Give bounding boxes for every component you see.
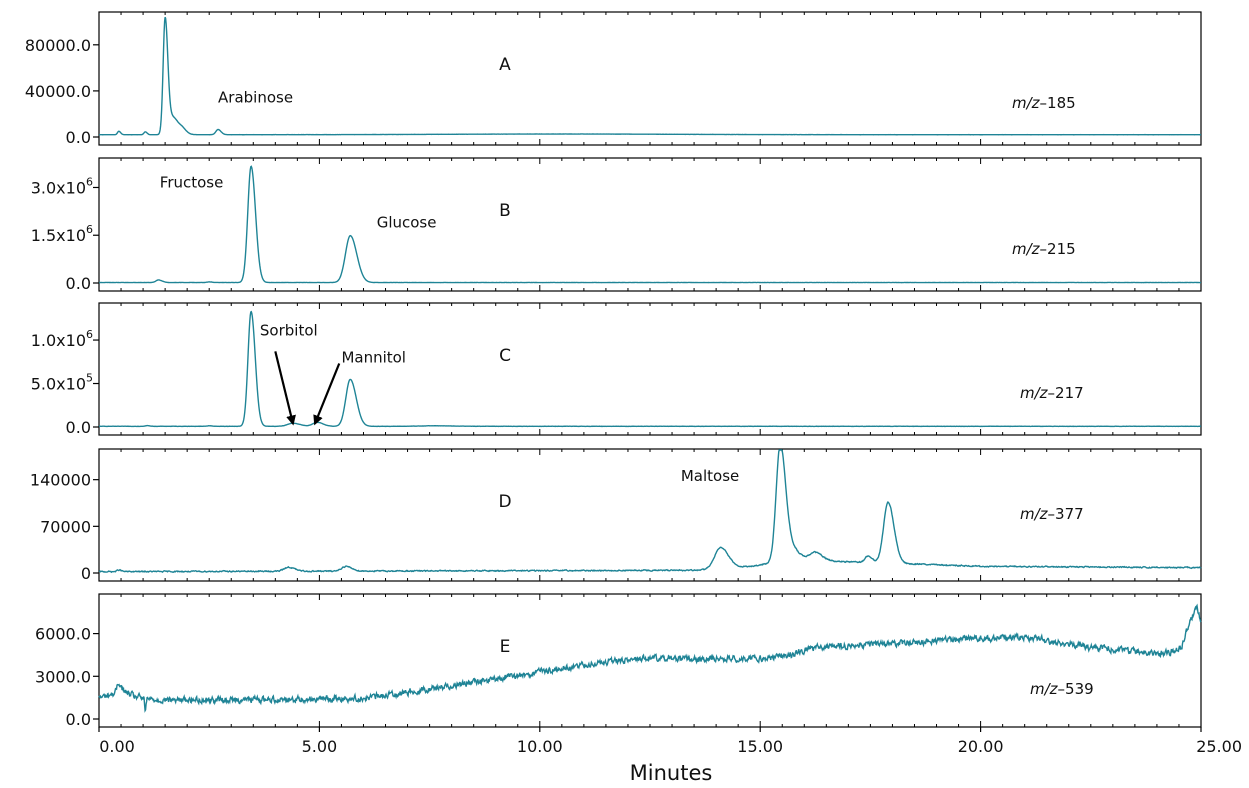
peak-label-mannitol: Mannitol <box>341 349 406 367</box>
y-tick-label: 0.0 <box>66 274 91 293</box>
mz-label: m/z–377 <box>1020 505 1084 523</box>
trace-line <box>98 449 1202 574</box>
y-tick-label: 0.0 <box>66 418 91 437</box>
x-axis: 0.00 5.00 10.00 15.00 20.00 25.00 <box>98 727 1242 756</box>
peak-label-sorbitol: Sorbitol <box>260 322 318 340</box>
chart-panels: 0.0 40000.0 80000.0 Am/z–185 Arabinose 0.0 1.5… <box>25 11 1202 729</box>
panel-letter: A <box>499 55 511 75</box>
panel-e: 0.0 3000.0 6000.0 Em/z–539 <box>35 593 1202 729</box>
mz-label: m/z–185 <box>1012 94 1076 112</box>
y-tick-label: 0.0 <box>66 128 91 147</box>
y-tick-label: 140000 <box>30 471 91 490</box>
y-tick-label: 0 <box>81 564 91 583</box>
x-tick-label: 10.00 <box>517 737 563 756</box>
peak-label-arabinose: Arabinose <box>218 88 293 106</box>
x-tick-label: 5.00 <box>302 737 338 756</box>
panel-frame <box>98 157 1202 292</box>
peak-label-maltose: Maltose <box>681 467 739 485</box>
x-tick-label: 0.00 <box>99 737 135 756</box>
y-tick-label: 70000 <box>40 517 91 536</box>
arrow <box>274 351 296 426</box>
panel-a: 0.0 40000.0 80000.0 Am/z–185 Arabinose <box>25 11 1202 147</box>
x-axis-label: Minutes <box>630 761 713 785</box>
trace-line <box>98 603 1202 713</box>
panel-letter: B <box>499 201 511 221</box>
y-tick-label: 6000.0 <box>35 625 91 644</box>
y-tick-label: 0.0 <box>66 710 91 729</box>
peak-label-glucose: Glucose <box>377 213 437 231</box>
panel-d: 0 70000 140000 Dm/z–377 Maltose <box>30 448 1202 583</box>
panel-frame <box>98 11 1202 146</box>
y-tick-label: 40000.0 <box>25 82 91 101</box>
panel-letter: D <box>498 492 511 512</box>
trace-line <box>98 16 1202 136</box>
panel-frame <box>98 593 1202 728</box>
x-tick-label: 15.00 <box>737 737 783 756</box>
arrow <box>313 363 341 426</box>
y-tick-label: 3.0x106 <box>31 175 93 197</box>
mz-label: m/z–539 <box>1030 680 1094 698</box>
trace-line <box>98 165 1202 284</box>
x-tick-label: 25.00 <box>1196 737 1242 756</box>
y-tick-label: 1.0x106 <box>31 328 93 350</box>
mz-label: m/z–217 <box>1020 384 1084 402</box>
y-tick-label: 80000.0 <box>25 36 91 55</box>
y-tick-label: 1.5x106 <box>31 223 93 245</box>
x-tick-label: 20.00 <box>958 737 1004 756</box>
panel-c: 0.0 5.0x105 1.0x106 Cm/z–217 Sorbitol Mannito… <box>31 302 1202 437</box>
trace-line <box>98 310 1202 428</box>
panel-b: 0.0 1.5x106 3.0x106 Bm/z–215 Fructose Glucose <box>31 157 1202 293</box>
panel-letter: C <box>499 346 511 366</box>
panel-letter: E <box>500 637 511 657</box>
y-tick-label: 5.0x105 <box>31 372 93 394</box>
peak-label-fructose: Fructose <box>160 173 224 191</box>
mz-label: m/z–215 <box>1012 240 1076 258</box>
y-tick-label: 3000.0 <box>35 667 91 686</box>
